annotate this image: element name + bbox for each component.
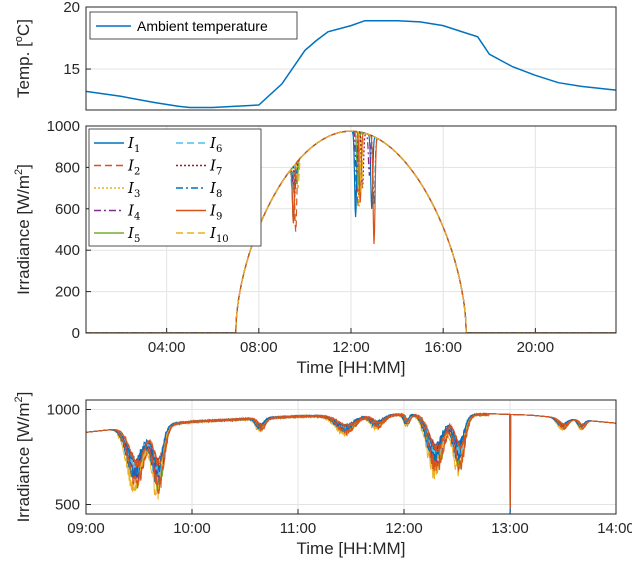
legend-label: Ambient temperature	[137, 18, 268, 34]
axes-frame	[85, 399, 617, 515]
y-tick-label: 20	[63, 0, 80, 16]
y-axis-label: Irradiance [W/m2]	[13, 392, 33, 523]
legend-label-subscript: 4	[134, 212, 140, 223]
legend-label-symbol: I	[209, 224, 217, 242]
y-tick-label: 600	[55, 201, 80, 218]
y-axis-label-part: C]	[14, 19, 33, 36]
legend-label-1: I1	[127, 134, 140, 155]
legend-label-subscript: 6	[216, 144, 222, 155]
plot-area	[86, 400, 616, 514]
y-axis-label-superscript: 2	[13, 169, 25, 175]
x-tick-label: 14:00	[597, 520, 632, 537]
x-tick-label: 13:00	[491, 520, 529, 537]
legend-label-8: I8	[209, 179, 222, 200]
legend-label-7: I7	[209, 157, 222, 178]
legend-label-subscript: 7	[216, 167, 222, 178]
legend-label-symbol: I	[209, 202, 217, 220]
y-tick-label: 800	[55, 159, 80, 176]
x-axis-label: Time [HH:MM]	[297, 539, 406, 558]
plot-series-group	[86, 130, 616, 333]
legend-label-symbol: I	[209, 179, 217, 197]
y-axis-label-part: ]	[14, 392, 33, 397]
y-tick-label: 0	[72, 325, 80, 342]
legend-label-symbol: I	[127, 179, 135, 197]
legend-label-symbol: I	[209, 157, 217, 175]
irradiance-series-line-10	[86, 130, 616, 333]
x-tick-label: 11:00	[280, 520, 316, 537]
y-axis-label-part: ]	[14, 164, 33, 169]
y-axis-label-superscript: o	[13, 36, 25, 42]
y-tick-label: 1000	[47, 118, 80, 135]
axes-frame	[85, 125, 617, 334]
y-tick-label: 400	[55, 242, 80, 259]
y-tick-label: 500	[55, 497, 80, 514]
x-tick-label: 12:00	[332, 339, 370, 356]
x-tick-label: 08:00	[240, 339, 278, 356]
legend-label-10: I10	[209, 224, 229, 245]
x-axis-label: Time [HH:MM]	[297, 358, 406, 377]
y-tick-label: 15	[63, 61, 80, 78]
zoom-series-line-2	[86, 413, 616, 468]
y-axis-label-superscript: 2	[13, 396, 25, 402]
legend-label-symbol: I	[209, 134, 217, 152]
y-tick-label: 200	[55, 284, 80, 301]
x-tick-label: 16:00	[424, 339, 462, 356]
y-axis-label-part: Irradiance [W/m	[14, 175, 33, 295]
axes-3: 09:00 10:00 11:00 12:00 13:00 14:00 500 1000 Irr…	[13, 392, 632, 558]
legend-label-subscript: 10	[216, 234, 229, 245]
legend-label-4: I4	[127, 202, 140, 223]
legend-label-subscript: 1	[134, 144, 140, 155]
y-axis-label: Irradiance [W/m2]	[13, 164, 33, 295]
legend-box	[88, 128, 262, 247]
legend: Ambient temperature	[89, 11, 298, 40]
x-tick-label: 20:00	[517, 339, 555, 356]
legend-label-subscript: 5	[134, 234, 140, 245]
y-axis-label-part: Irradiance [W/m	[14, 402, 33, 522]
x-tick-label: 09:00	[67, 520, 105, 537]
legend-label-3: I3	[127, 179, 140, 200]
legend-label-2: I2	[127, 157, 140, 178]
legend-label-symbol: I	[127, 157, 135, 175]
y-tick-label: 1000	[47, 402, 80, 419]
legend-label-subscript: 9	[216, 212, 222, 223]
legend-label-6: I6	[209, 134, 222, 155]
y-axis-label-part: Temp. [	[14, 42, 33, 98]
x-tick-label: 12:00	[385, 520, 423, 537]
plot-series-group	[86, 19, 616, 109]
axes-1: 15 20 Temp. [oC] Ambient temperature	[13, 0, 617, 111]
y-axis-label: Temp. [oC]	[13, 19, 33, 98]
plot-series-group	[86, 412, 616, 513]
legend-label-subscript: 2	[134, 167, 140, 178]
legend-label-symbol: I	[127, 224, 135, 242]
x-tick-label: 04:00	[148, 339, 186, 356]
x-tick-label: 10:00	[173, 520, 211, 537]
legend-label-5: I5	[127, 224, 140, 245]
axes-frame	[85, 6, 617, 111]
legend-label-subscript: 8	[216, 189, 222, 200]
temperature-series-line	[86, 19, 616, 109]
axes-2: 04:00 08:00 12:00 16:00 20:00 0 200 400 600 800 10…	[13, 118, 617, 377]
legend-label-9: I9	[209, 202, 222, 223]
legend-label-subscript: 3	[134, 189, 140, 200]
legend-label-symbol: I	[127, 134, 135, 152]
legend-label-symbol: I	[127, 202, 135, 220]
